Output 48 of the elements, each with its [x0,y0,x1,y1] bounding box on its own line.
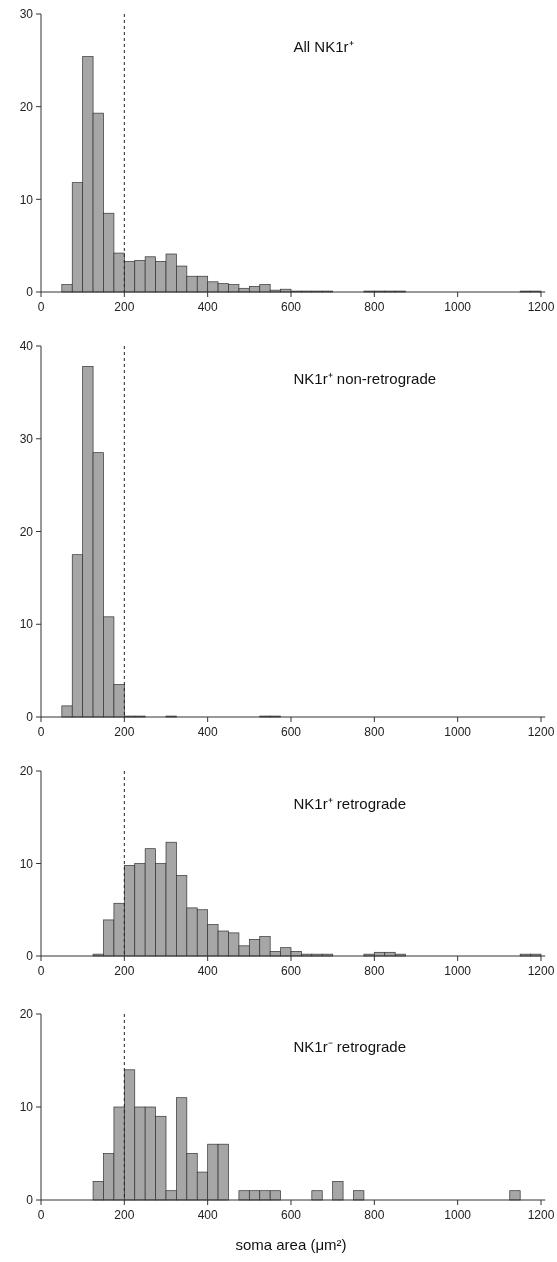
y-tick-label: 0 [26,949,34,964]
x-tick-label: 800 [364,725,385,739]
x-tick-label: 400 [197,964,218,978]
text: NK1r⁺ retrograde [293,795,407,812]
y-tick-label: 10 [19,1100,34,1115]
y-tick-label: 20 [19,99,34,114]
x-tick-label: 1200 [527,725,555,739]
x-axis-title: soma area (μm²) [235,1236,347,1253]
y-tick-label: 0 [26,285,34,300]
y-tick-label: 10 [19,856,34,871]
x-tick-label: 1200 [527,1208,555,1222]
x-tick-label: 1000 [444,300,472,314]
y-tick-label: 10 [19,617,34,632]
x-tick-label: 200 [114,725,135,739]
y-tick-label: 40 [19,339,34,354]
y-tick-label: 20 [19,764,34,779]
x-tick-label: 1000 [444,964,472,978]
x-tick-label: 400 [197,1208,218,1222]
y-tick-label: 20 [19,1007,34,1022]
x-tick-label: 200 [114,964,135,978]
x-tick-label: 600 [280,300,302,314]
x-tick-label: 1000 [444,725,472,739]
x-tick-label: 600 [280,725,302,739]
x-tick-label: 600 [280,1208,302,1222]
x-tick-label: 200 [114,300,135,314]
x-tick-label: 1200 [527,300,555,314]
x-tick-label: 400 [197,300,218,314]
x-tick-label: 800 [364,1208,385,1222]
x-tick-label: 0 [37,725,45,739]
y-tick-label: 10 [19,192,34,207]
x-tick-label: 0 [37,1208,45,1222]
x-tick-label: 200 [114,1208,135,1222]
x-tick-label: 800 [364,300,385,314]
x-tick-label: 800 [364,964,385,978]
x-tick-label: 1200 [527,964,555,978]
x-tick-label: 0 [37,300,45,314]
y-tick-label: 0 [26,710,34,725]
x-tick-label: 600 [280,964,302,978]
text: NK1r⁺ non-retrograde [293,370,437,387]
text: NK1r⁻ retrograde [293,1038,407,1055]
y-tick-label: 30 [19,7,34,22]
y-tick-label: 20 [19,524,34,539]
text: All NK1r⁺ [293,38,354,55]
x-tick-label: 1000 [444,1208,472,1222]
x-tick-label: 400 [197,725,218,739]
y-tick-label: 0 [26,1193,34,1208]
y-tick-label: 30 [19,431,34,446]
x-tick-label: 0 [37,964,45,978]
